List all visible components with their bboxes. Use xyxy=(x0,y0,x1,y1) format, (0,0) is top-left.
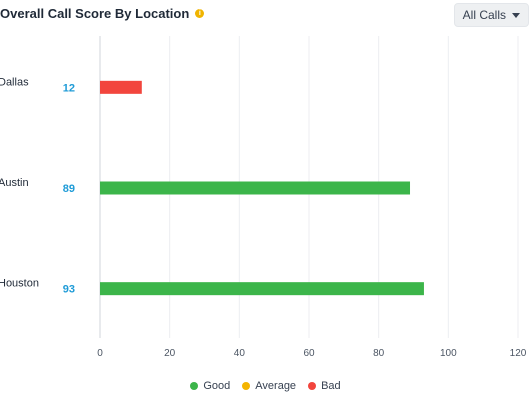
x-tick-label: 80 xyxy=(373,348,385,359)
legend-item-good[interactable]: Good xyxy=(190,380,230,392)
x-tick-label: 120 xyxy=(510,348,527,359)
bar-austin xyxy=(100,181,411,195)
info-icon[interactable]: i xyxy=(195,9,205,18)
call-filter-dropdown[interactable]: All Calls xyxy=(453,3,529,27)
data-label: 93 xyxy=(63,284,75,296)
category-label: Austin xyxy=(0,177,29,189)
call-filter-label: All Calls xyxy=(462,8,506,22)
data-label: 12 xyxy=(63,82,75,94)
legend-item-bad[interactable]: Bad xyxy=(308,380,341,392)
caret-down-icon xyxy=(512,12,520,18)
category-label: Dallas xyxy=(0,76,29,88)
x-tick-label: 0 xyxy=(97,348,103,359)
bar-houston xyxy=(100,282,424,296)
bar-dallas xyxy=(100,80,142,94)
legend: Good Average Bad xyxy=(0,380,531,392)
legend-dot-good xyxy=(190,382,199,390)
legend-dot-bad xyxy=(308,382,317,390)
x-tick-label: 20 xyxy=(164,348,176,359)
chart-title-text: Overall Call Score By Location xyxy=(0,6,190,21)
x-tick-label: 40 xyxy=(234,348,246,359)
legend-label-bad: Bad xyxy=(321,380,341,392)
legend-label-average: Average xyxy=(255,380,297,392)
legend-item-average[interactable]: Average xyxy=(242,380,296,392)
x-tick-label: 60 xyxy=(303,348,315,359)
category-label: Houston xyxy=(0,278,39,290)
chart-title: Overall Call Score By Location i xyxy=(0,6,205,21)
x-tick-label: 100 xyxy=(440,348,457,359)
legend-dot-average xyxy=(242,382,251,390)
legend-label-good: Good xyxy=(203,380,231,392)
data-label: 89 xyxy=(63,183,75,195)
